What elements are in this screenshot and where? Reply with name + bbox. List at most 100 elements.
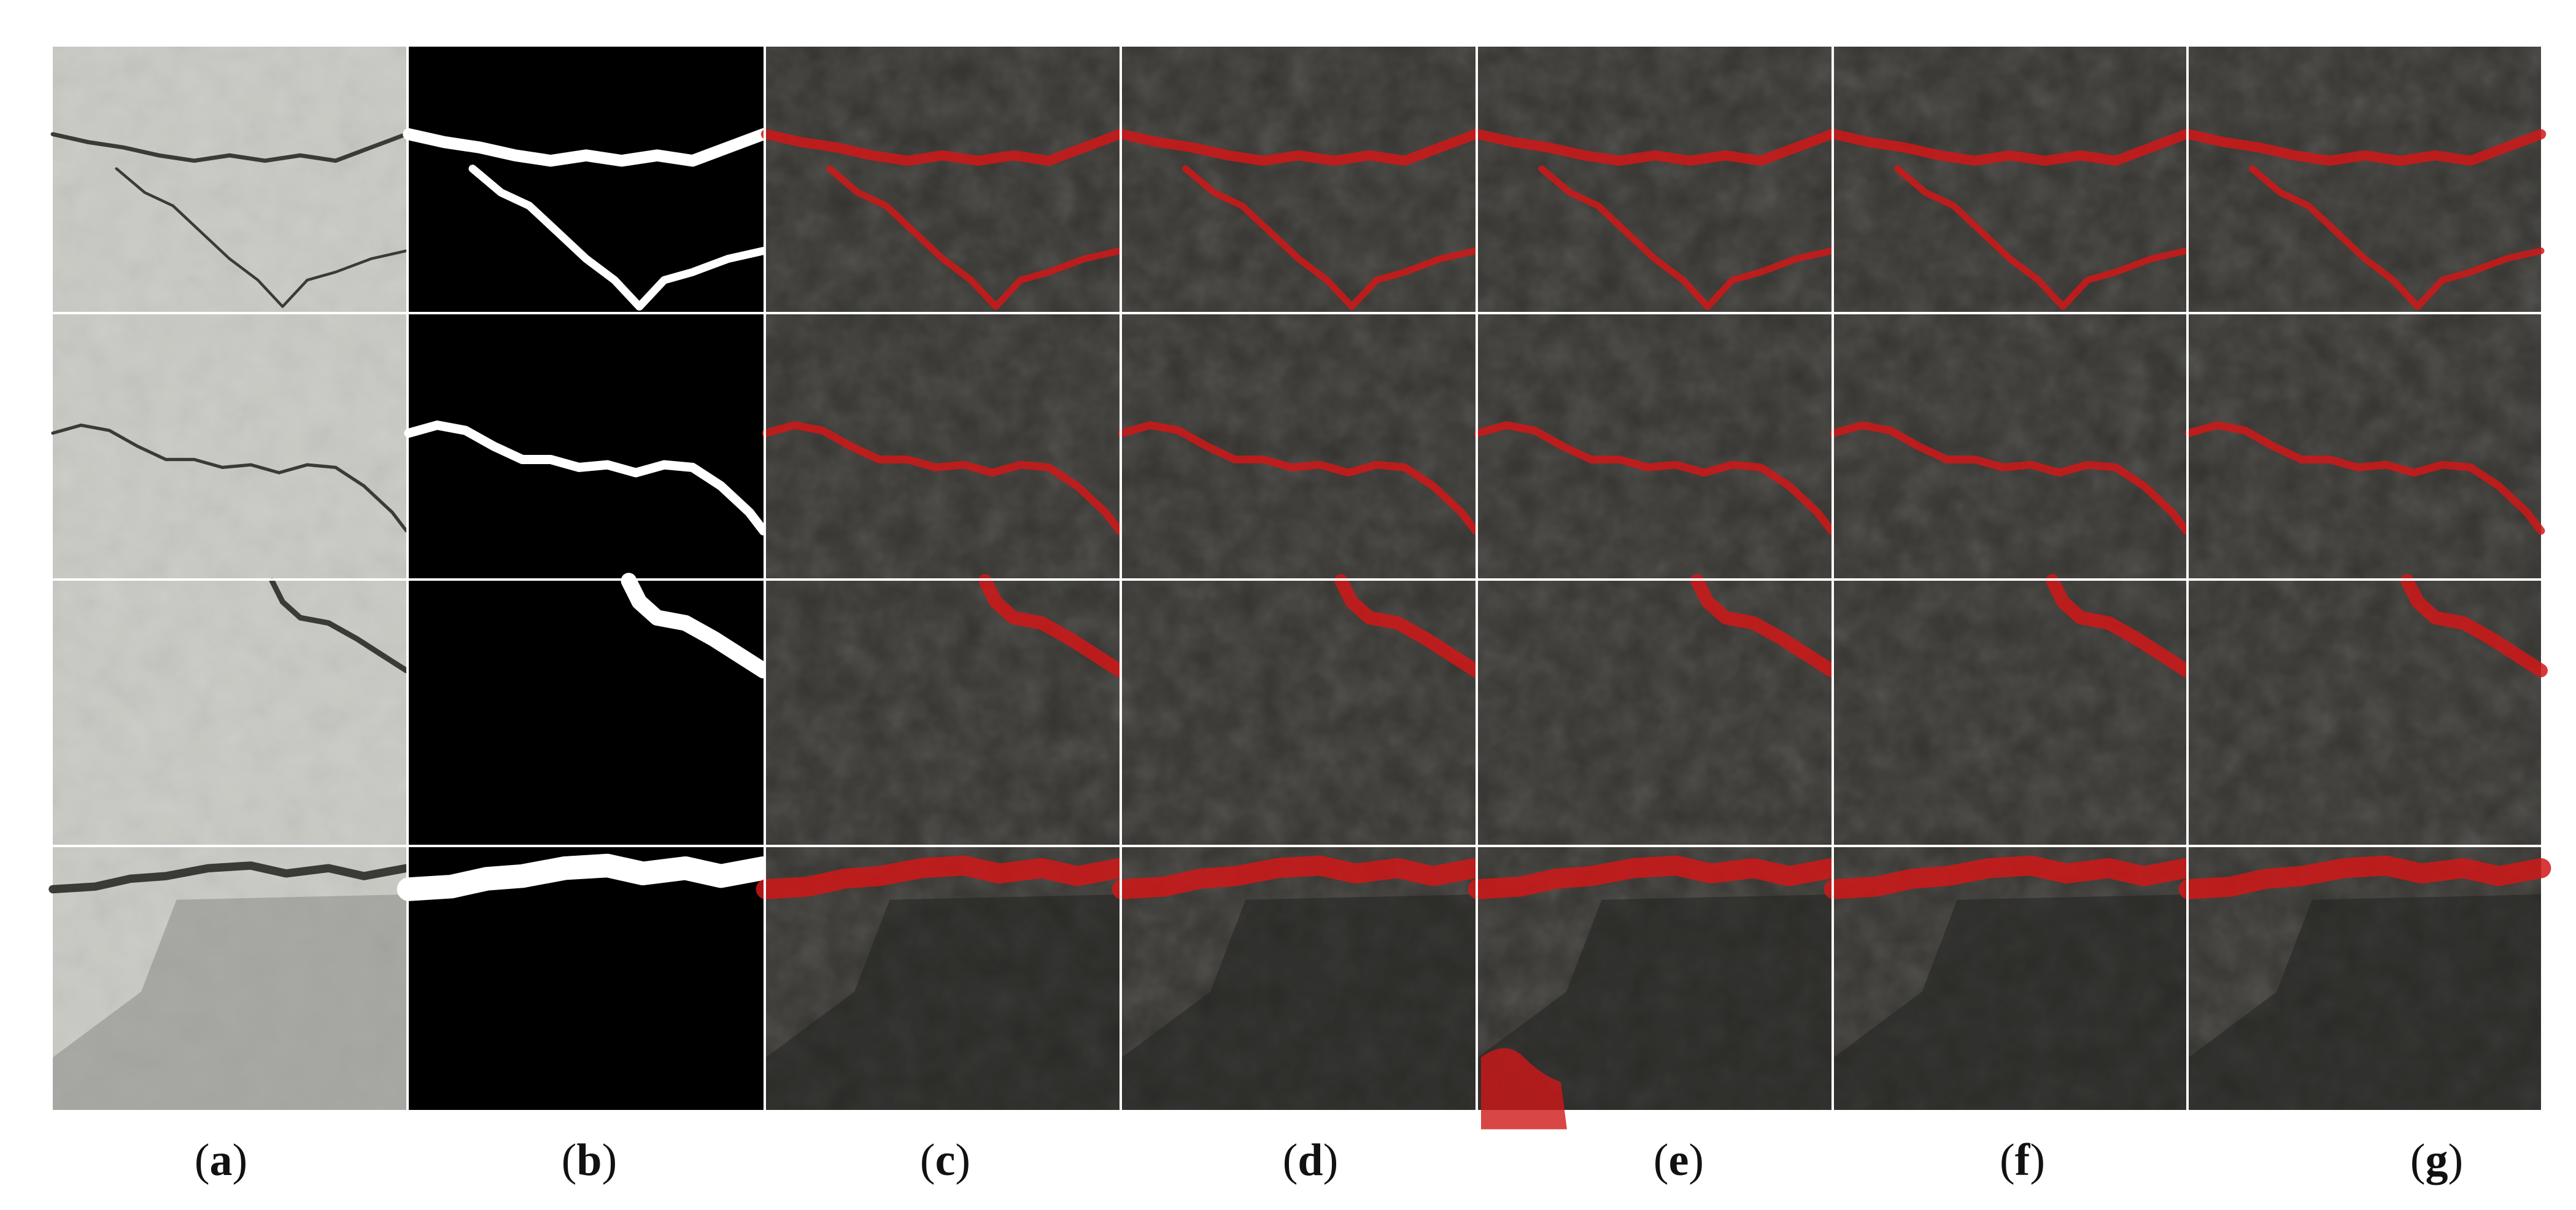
surface-texture [1478, 581, 1831, 845]
surface-texture [2189, 314, 2541, 578]
caption-a: (a) [194, 1135, 248, 1185]
crack-1 [762, 421, 1124, 535]
crack-1 [269, 578, 409, 673]
caption-d: (d) [1282, 1135, 1339, 1185]
surface-texture [1834, 47, 2186, 312]
crack-1 [2183, 129, 2547, 166]
panel-c-row-2 [762, 314, 1124, 578]
panel-a-row-1 [50, 47, 409, 312]
crack-2 [115, 167, 408, 308]
surface-texture [766, 314, 1120, 578]
crack-1 [2045, 574, 2193, 678]
panel-a-row-3 [53, 578, 409, 845]
rough-region [766, 894, 1120, 1110]
row-separator [53, 845, 2541, 847]
panel-c-row-1 [760, 47, 1125, 312]
panel-g-row-4 [2178, 847, 2551, 1110]
false-positive-region [1481, 1048, 1567, 1130]
crack-1 [760, 129, 1125, 166]
crack-1 [51, 423, 408, 533]
surface-texture [766, 581, 1120, 845]
panel-e-row-1 [1472, 47, 1837, 312]
crack-2 [826, 165, 1123, 310]
panel-f-row-2 [1830, 314, 2191, 578]
row-separator [53, 578, 2541, 581]
surface-texture [1122, 47, 1476, 312]
panel-g-row-2 [2184, 314, 2545, 578]
surface-texture [2189, 47, 2541, 312]
panel-b-row-4 [396, 847, 776, 1110]
panel-d-row-4 [1112, 847, 1486, 1110]
surface-texture [1122, 581, 1476, 845]
panel-b-row-3 [409, 573, 772, 845]
rough-region [1834, 894, 2186, 1110]
crack-1 [2184, 421, 2545, 535]
panel-d-row-3 [1122, 574, 1482, 845]
panel-c-row-4 [756, 847, 1130, 1110]
crack-1 [48, 861, 411, 894]
crack-1 [404, 421, 768, 536]
crack-1 [978, 574, 1126, 678]
surface-texture [1478, 314, 1831, 578]
crack-1 [2400, 574, 2548, 678]
crack-1 [396, 853, 776, 901]
panel-e-row-4 [1468, 847, 1842, 1130]
rough-region [1122, 894, 1476, 1110]
crack-2 [468, 165, 768, 311]
crack-1 [1472, 129, 1837, 166]
row-separator [53, 312, 2541, 314]
mask-background [409, 581, 764, 845]
panel-e-row-2 [1474, 314, 1836, 578]
mask-background [409, 47, 764, 312]
caption-c: (c) [919, 1135, 971, 1185]
panel-f-row-3 [1834, 574, 2193, 845]
surface-texture [53, 47, 406, 312]
crack-1 [50, 132, 409, 163]
caption-f: (f) [2000, 1135, 2045, 1185]
panel-d-row-2 [1118, 314, 1480, 578]
panel-f-row-1 [1828, 47, 2192, 312]
caption-e: (e) [1653, 1135, 1704, 1185]
crack-1 [1474, 421, 1836, 535]
panel-b-row-1 [403, 47, 770, 312]
surface-texture [1122, 314, 1476, 578]
panel-e-row-3 [1478, 574, 1838, 845]
surface-texture [1478, 47, 1831, 312]
crack-2 [2248, 165, 2545, 310]
crack-1 [1690, 574, 1838, 678]
crack-1 [1468, 855, 1842, 899]
caption-g: (g) [2410, 1135, 2464, 1185]
crack-2 [1538, 165, 1835, 310]
surface-texture [53, 314, 406, 578]
crack-1 [2178, 855, 2551, 899]
panel-g-row-1 [2183, 47, 2547, 312]
panel-f-row-4 [1824, 847, 2197, 1110]
surface-texture [53, 581, 406, 845]
crack-1 [1828, 129, 2192, 166]
panel-c-row-3 [766, 574, 1126, 845]
panel-b-row-2 [404, 314, 768, 578]
crack-1 [1824, 855, 2197, 899]
crack-2 [1182, 165, 1479, 310]
crack-1 [403, 128, 770, 167]
caption-row: (a) (b) (c) (d) (e) (f) (g) [0, 1130, 2576, 1191]
crack-1 [621, 573, 772, 679]
crack-1 [1112, 855, 1486, 899]
caption-b: (b) [561, 1135, 617, 1185]
surface-texture [2189, 581, 2541, 845]
crack-2 [1893, 165, 2190, 310]
surface-texture [766, 47, 1120, 312]
crack-1 [1830, 421, 2191, 535]
rough-region [53, 894, 406, 1110]
rough-region [1478, 894, 1831, 1110]
panel-g-row-3 [2189, 574, 2548, 845]
mask-background [409, 314, 764, 578]
crack-1 [1116, 129, 1481, 166]
panel-a-row-2 [51, 314, 408, 578]
panel-d-row-1 [1116, 47, 1481, 312]
rough-region [2189, 894, 2541, 1110]
panel-a-row-4 [48, 847, 411, 1110]
crack-1 [1334, 574, 1482, 678]
